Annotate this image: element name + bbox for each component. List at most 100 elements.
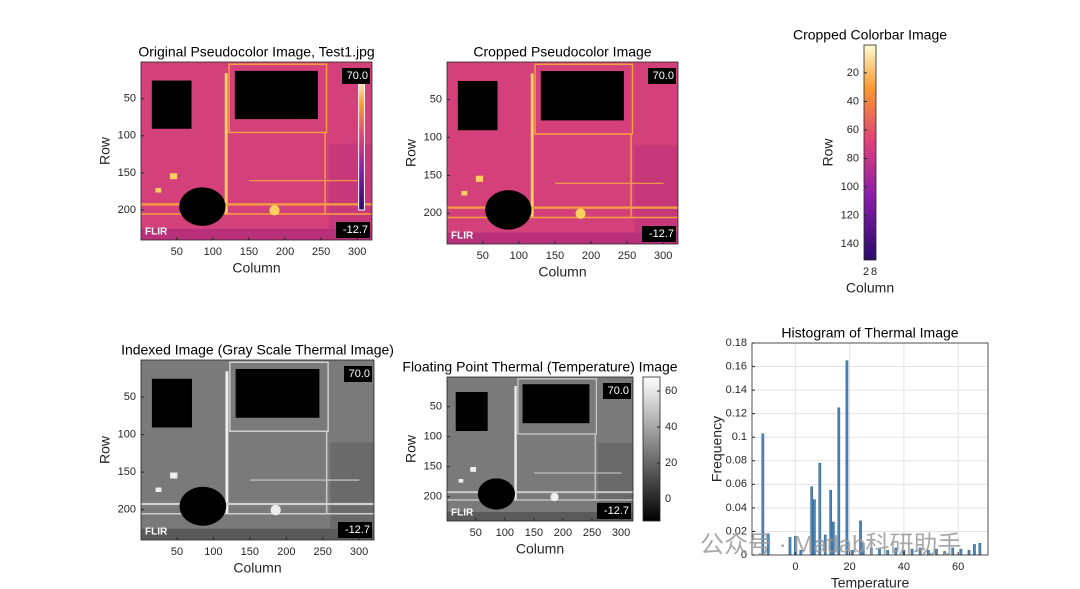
x-tick-label: 250 [618, 250, 636, 262]
overlay-box [597, 503, 631, 519]
y-tick-label: 50 [430, 401, 442, 413]
y-tick-label: 0.06 [726, 478, 747, 490]
y-tick-label: 50 [124, 93, 136, 105]
y-tick-label: 0.1 [732, 431, 747, 443]
y-tick-label: 60 [847, 124, 859, 136]
x-tick-label: 200 [276, 246, 294, 258]
x-tick-label: 150 [546, 250, 564, 262]
bar [861, 542, 865, 555]
y-tick-label: 140 [841, 238, 859, 250]
y-axis-label: Row [403, 138, 419, 167]
plot-area: 70.0 -12.7 FLIR [447, 377, 633, 521]
bar [837, 407, 841, 555]
x-tick-label: 2 [863, 266, 869, 278]
plot-area: 70.0 -12.7 FLIR [141, 62, 372, 240]
colorbar-tick-label: 40 [665, 421, 677, 433]
bar [951, 547, 955, 555]
overlay-box [344, 366, 372, 382]
bar [810, 486, 814, 555]
overlay-label: -12.7 [345, 524, 370, 536]
y-tick-label: 200 [118, 504, 136, 516]
y-tick-label: 150 [424, 169, 442, 181]
bar [943, 551, 946, 555]
x-tick-label: 200 [277, 546, 295, 558]
overlay-label: 70.0 [347, 70, 368, 82]
axes-box [140, 61, 373, 241]
y-axis-label: Row [403, 434, 419, 463]
overlay-label: -12.7 [649, 228, 674, 240]
x-tick-label: 100 [204, 546, 222, 558]
x-tick-label: 250 [312, 246, 330, 258]
overlay-label: 70.0 [608, 385, 629, 397]
x-tick-label: 8 [871, 266, 877, 278]
x-tick-label: 50 [171, 246, 183, 258]
colorbar-image [864, 45, 876, 260]
embedded-colorbar [358, 77, 365, 211]
chart-title: Cropped Colorbar Image [793, 27, 947, 43]
x-tick-label: 50 [470, 527, 482, 539]
y-tick-label: 100 [841, 181, 859, 193]
colorbar-tick-label: 0 [665, 493, 671, 505]
y-tick-label: 200 [424, 207, 442, 219]
colorbar-tick-label: 60 [665, 385, 677, 397]
y-tick-label: 0 [741, 549, 747, 561]
x-tick-label: 200 [582, 250, 600, 262]
logo: FLIR [145, 527, 168, 538]
y-tick-label: 0.08 [726, 455, 747, 467]
plot-area [864, 45, 876, 260]
y-axis-label: Row [97, 136, 113, 165]
bar [829, 489, 833, 555]
x-tick-label: 300 [348, 246, 366, 258]
y-axis-label: Row [820, 138, 836, 167]
y-tick-label: 150 [424, 461, 442, 473]
bar [845, 360, 849, 555]
overlay-box [603, 383, 631, 399]
y-tick-label: 0.02 [726, 525, 747, 537]
overlay-box [342, 68, 370, 84]
x-tick-label: 150 [525, 527, 543, 539]
axes-box [140, 359, 375, 541]
x-tick-label: 60 [952, 561, 964, 573]
y-axis-label: Row [97, 435, 113, 464]
x-tick-label: 200 [554, 527, 572, 539]
overlay-box [338, 522, 372, 538]
x-tick-label: 0 [792, 561, 798, 573]
logo: FLIR [451, 508, 474, 519]
y-tick-label: 50 [124, 391, 136, 403]
y-tick-label: 0.16 [726, 360, 747, 372]
axes-box [863, 44, 877, 261]
y-tick-label: 200 [424, 491, 442, 503]
bar [978, 542, 982, 555]
bar [973, 544, 976, 555]
axes-box [446, 61, 679, 245]
overlay-label: -12.7 [343, 224, 368, 236]
plot-area [752, 343, 988, 555]
y-tick-label: 0.14 [726, 384, 747, 396]
x-tick-label: 50 [477, 250, 489, 262]
overlay-label: 70.0 [349, 368, 370, 380]
x-axis-label: Column [233, 560, 281, 576]
x-tick-label: 20 [844, 561, 856, 573]
bar [794, 535, 797, 555]
y-tick-label: 200 [118, 204, 136, 216]
x-axis-label: Column [516, 541, 564, 557]
y-tick-label: 100 [424, 431, 442, 443]
y-tick-label: 0.04 [726, 502, 747, 514]
x-tick-label: 100 [510, 250, 528, 262]
overlay-label: -12.7 [604, 505, 629, 517]
bar [823, 534, 827, 555]
x-tick-label: 300 [350, 546, 368, 558]
y-tick-label: 150 [118, 466, 136, 478]
x-axis-label: Column [538, 264, 586, 280]
y-tick-label: 100 [424, 131, 442, 143]
y-tick-label: 20 [847, 67, 859, 79]
bar [894, 547, 898, 555]
plot-area: 70.0 -12.7 FLIR [447, 62, 678, 244]
y-tick-label: 150 [118, 167, 136, 179]
thermal-image [141, 62, 372, 240]
chart-title: Histogram of Thermal Image [781, 325, 958, 341]
chart-title: Floating Point Thermal (Temperature) Ima… [402, 359, 677, 375]
x-tick-label: 150 [241, 546, 259, 558]
x-axis-label: Temperature [831, 575, 910, 589]
